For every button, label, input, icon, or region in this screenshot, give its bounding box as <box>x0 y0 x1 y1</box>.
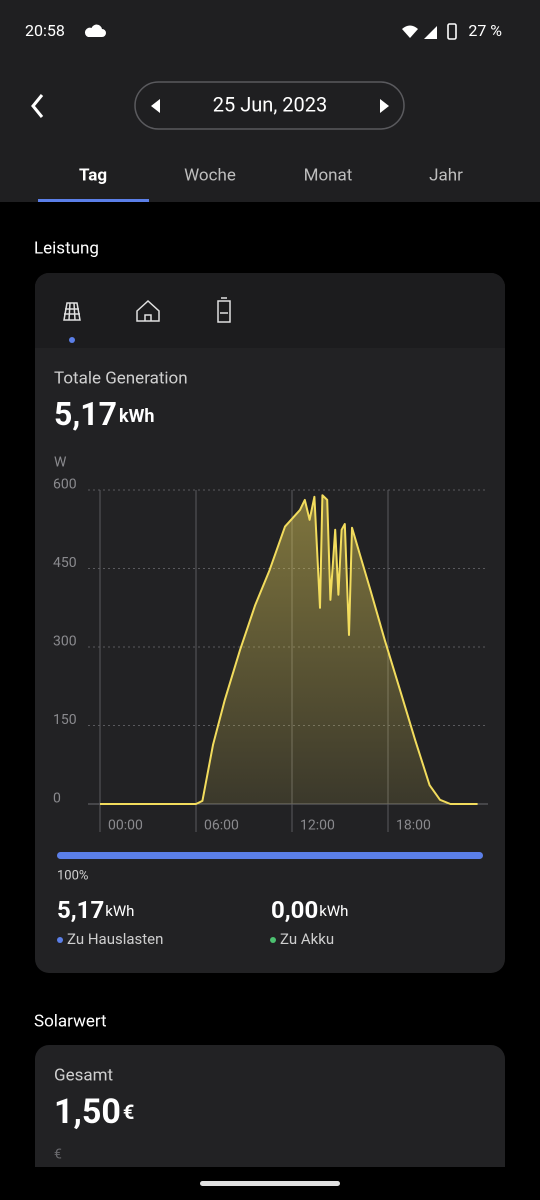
wifi-icon <box>402 25 418 38</box>
tab[interactable]: Monat <box>304 165 353 185</box>
status-battery: 27 % <box>468 21 502 40</box>
value-unit: € <box>123 1100 134 1124</box>
share-label: 100% <box>57 868 88 883</box>
y-tick-label: 150 <box>53 712 77 728</box>
split-unit: kWh <box>105 902 134 920</box>
tab[interactable]: Tag <box>79 165 107 185</box>
card-tabs <box>35 273 505 348</box>
value-number: 1,50 <box>54 1092 121 1132</box>
x-tick-label: 06:00 <box>204 818 239 834</box>
home-indicator <box>200 1181 340 1186</box>
split-value: 0,00kWh <box>271 896 348 924</box>
split-label: Zu Hauslasten <box>67 930 163 948</box>
y-tick-label: 300 <box>53 634 77 650</box>
section-title: Leistung <box>34 238 99 258</box>
y-tick-label: 600 <box>53 477 77 493</box>
y-axis-label: W <box>54 455 67 471</box>
x-tick-label: 12:00 <box>300 818 335 834</box>
split-number: 0,00 <box>271 896 318 924</box>
status-time: 20:58 <box>25 21 65 40</box>
icons <box>63 297 231 323</box>
split-value: 5,17kWh <box>57 896 134 924</box>
total-value: 5,17 <box>54 395 117 433</box>
battery-tab-icon[interactable] <box>217 297 231 323</box>
line <box>100 494 478 805</box>
legend-dot <box>270 937 276 943</box>
tab[interactable]: Woche <box>184 165 236 185</box>
y-tick-label: 450 <box>53 555 77 571</box>
date-label: 25 Jun, 2023 <box>213 92 327 116</box>
share-bar <box>57 852 483 859</box>
back-button[interactable] <box>31 94 44 118</box>
total-unit: kWh <box>119 406 154 427</box>
plot: 0 150 300 450 600 00:00 06:00 12:00 18:00 <box>53 477 488 834</box>
section-title: Solarwert <box>34 1011 107 1031</box>
cloud-icon <box>84 24 106 37</box>
tab-dot <box>69 337 75 343</box>
value-axis-unit: € <box>54 1147 62 1163</box>
tab[interactable]: Jahr <box>429 165 463 185</box>
split-label: Zu Akku <box>280 930 334 948</box>
battery-icon <box>447 23 457 40</box>
chart-title: Totale Generation <box>54 368 188 388</box>
home-icon[interactable] <box>136 299 160 322</box>
prev-day[interactable] <box>151 99 160 113</box>
y-tick-label: 0 <box>53 791 61 807</box>
solar-icon[interactable] <box>63 302 81 321</box>
next-day[interactable] <box>380 99 389 113</box>
value-card <box>35 1045 505 1167</box>
total: 5,17 kWh <box>54 395 154 433</box>
x-tick-label: 00:00 <box>108 818 143 834</box>
tab-indicator <box>38 199 149 202</box>
x-tick-label: 18:00 <box>396 818 431 834</box>
split-number: 5,17 <box>57 896 104 924</box>
value-total: 1,50 € <box>54 1092 134 1132</box>
area <box>100 495 478 804</box>
split-unit: kWh <box>319 902 348 920</box>
signal-icon <box>424 26 437 39</box>
date-picker[interactable] <box>134 81 405 130</box>
value-label: Gesamt <box>54 1065 113 1085</box>
legend-dot <box>57 937 63 943</box>
